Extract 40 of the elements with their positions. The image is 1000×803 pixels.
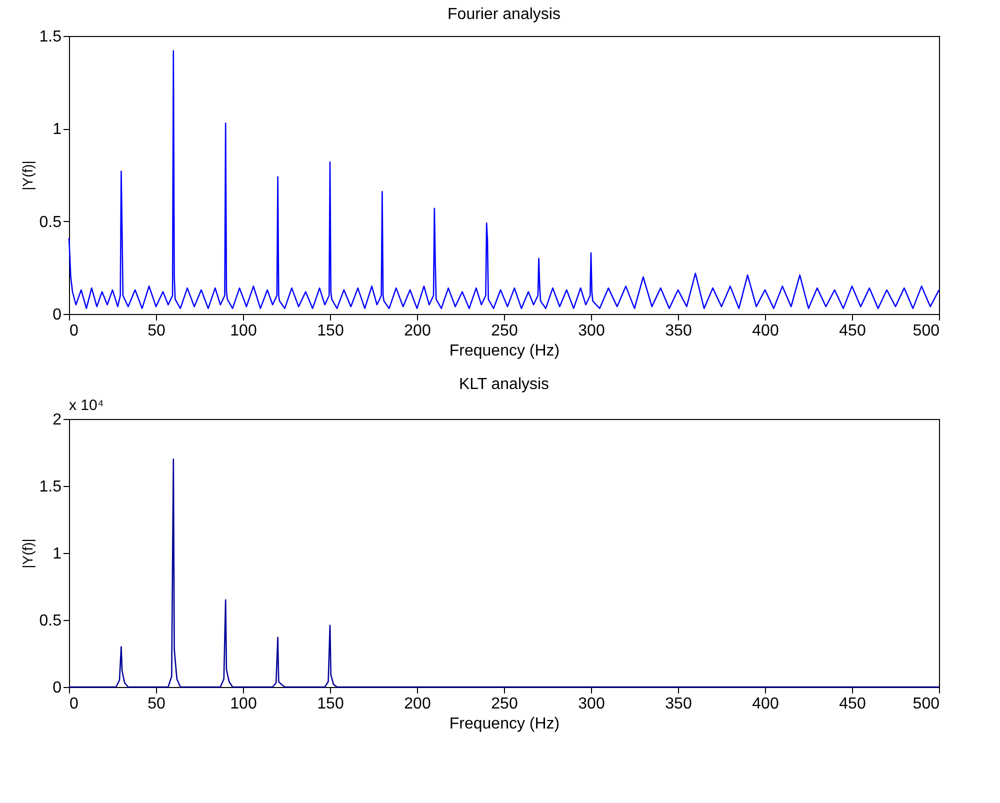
y-tick-label: 1.5 — [39, 28, 62, 46]
y-tick-label: 1 — [52, 546, 62, 562]
x-tick-label: 50 — [148, 696, 166, 712]
x-tick-label: 250 — [491, 696, 518, 712]
y-tick-label: 0.5 — [39, 214, 62, 231]
x-axis-title: Frequency (Hz) — [449, 342, 560, 360]
chart-title: KLT analysis — [458, 376, 550, 393]
y-tick-label: 2 — [52, 412, 62, 428]
x-tick-label: 450 — [839, 696, 866, 712]
x-tick-label: 200 — [404, 696, 431, 712]
x-tick-label: 400 — [752, 322, 779, 340]
x-tick-label: 500 — [912, 322, 940, 340]
x-axis-title: Frequency (Hz) — [449, 716, 560, 732]
x-tick-label: 300 — [578, 322, 605, 340]
x-tick-label: 350 — [665, 322, 692, 340]
x-tick-label: 350 — [665, 696, 692, 712]
text: x 10⁴ — [69, 397, 104, 414]
x-tick-label: 100 — [230, 696, 257, 712]
x-tick-label: 150 — [317, 322, 344, 340]
chart-title: Fourier analysis — [448, 6, 560, 23]
y-tick-label: 0 — [52, 680, 62, 696]
x-tick-label: 50 — [148, 322, 166, 340]
y-axis-title: |Y(f)| — [19, 160, 36, 190]
y-axis-title: |Y(f)| — [19, 538, 36, 568]
x-tick-label: 0 — [70, 696, 78, 712]
x-tick-label: 150 — [317, 696, 344, 712]
line-series — [68, 50, 940, 310]
y-tick-label: 1 — [52, 121, 62, 138]
y-tick-label: 0 — [52, 306, 62, 324]
y-tick-label: 0.5 — [39, 612, 62, 630]
line-series — [68, 458, 940, 688]
x-tick-label: 400 — [752, 696, 779, 712]
x-tick-label: 200 — [404, 322, 431, 340]
y-tick-label: 1.5 — [39, 478, 62, 496]
x-tick-label: 0 — [70, 322, 78, 340]
x-tick-label: 100 — [230, 322, 257, 340]
x-tick-label: 500 — [912, 696, 940, 712]
x-tick-label: 300 — [578, 696, 605, 712]
x-tick-label: 450 — [839, 322, 866, 340]
x-tick-label: 250 — [491, 322, 518, 340]
